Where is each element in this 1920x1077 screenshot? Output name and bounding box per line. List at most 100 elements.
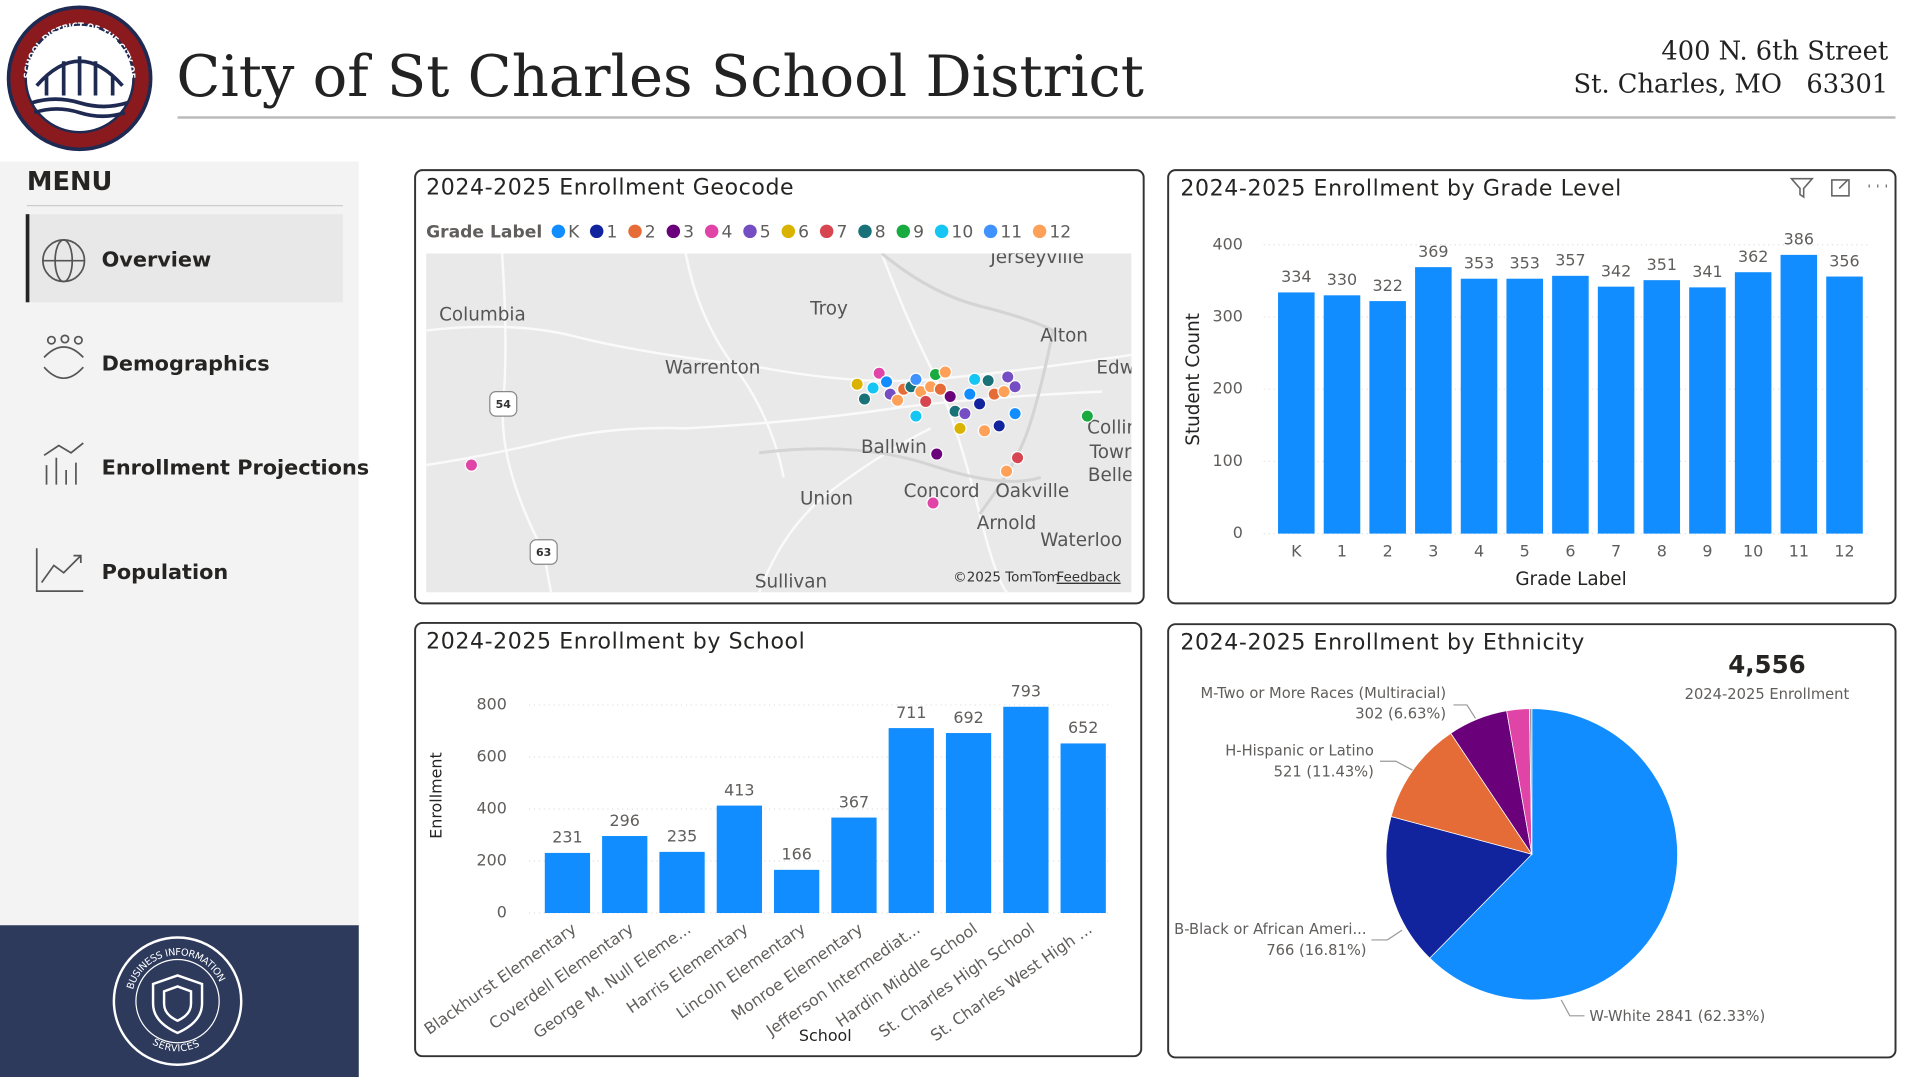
place-label: Union — [800, 488, 853, 509]
place-label: Sullivan — [755, 572, 827, 593]
bar — [1323, 295, 1361, 534]
slice-value: 302 (6.63%) — [1355, 706, 1446, 723]
pie-chart: W-White 2841 (62.33%) B-Black or African A… — [1174, 685, 1765, 1025]
menu-item[interactable]: Demographics — [102, 352, 270, 376]
y-axis-title: Enrollment — [427, 752, 446, 838]
bar — [774, 869, 820, 914]
x-tick-label: K — [1291, 541, 1302, 560]
menu-item[interactable]: Enrollment Projections — [102, 456, 370, 480]
focus-icon[interactable] — [1831, 179, 1850, 197]
x-tick-label: 11 — [1789, 541, 1809, 560]
y-tick-label: 400 — [1212, 234, 1242, 253]
data-label: 231 — [552, 828, 582, 847]
school-dot — [997, 384, 1011, 399]
school-dot — [972, 397, 987, 411]
x-tick-label: 3 — [1428, 541, 1438, 560]
legend-label: 1 — [606, 223, 617, 243]
active-item-bg — [26, 214, 343, 303]
menu-item[interactable]: Population — [102, 560, 229, 584]
legend-label: 9 — [913, 223, 924, 243]
school-dot — [963, 387, 977, 401]
bar — [716, 805, 762, 914]
bar — [1415, 267, 1452, 534]
legend-label: 10 — [951, 223, 973, 243]
y-tick-label: 200 — [477, 850, 507, 869]
bar — [1734, 272, 1772, 534]
school-dot — [1008, 380, 1022, 394]
x-tick-label: 10 — [1743, 541, 1763, 560]
legend-title: Grade Label — [426, 223, 542, 243]
menu-item[interactable]: Overview — [102, 248, 212, 272]
legend-label: 12 — [1049, 223, 1071, 243]
school-dot — [918, 394, 933, 409]
x-tick-label: 8 — [1657, 541, 1667, 560]
bar — [1780, 254, 1818, 534]
legend-dot — [934, 224, 949, 239]
total-caption: 2024-2025 Enrollment — [1685, 686, 1850, 703]
road-shield-label: 63 — [536, 546, 551, 559]
data-label: 793 — [1011, 682, 1041, 701]
legend-label: 8 — [875, 223, 886, 243]
pie-slice — [1385, 816, 1533, 959]
place-label: Warrenton — [665, 357, 761, 378]
bar — [1278, 292, 1315, 534]
data-label: 362 — [1738, 247, 1768, 266]
bar — [1826, 276, 1863, 534]
legend-dot — [551, 224, 566, 239]
school-dot — [909, 372, 923, 387]
data-label: 296 — [610, 811, 640, 830]
x-tick-label: 7 — [1611, 541, 1621, 560]
legend: K 1 2 3 4 5 6 7 8 9 10 11 12 — [551, 223, 1071, 243]
filter-icon[interactable] — [1789, 177, 1814, 199]
school-dot — [992, 419, 1006, 433]
menu-title: MENU — [27, 167, 112, 197]
footer-logo — [135, 958, 220, 1044]
legend-dot — [819, 224, 834, 239]
bar — [1369, 301, 1406, 534]
place-label: Arnold — [977, 513, 1036, 534]
leader-line — [1380, 760, 1415, 772]
y-tick-label: 0 — [497, 903, 507, 922]
sidebar-footer — [0, 925, 359, 1077]
y-tick-label: 0 — [1233, 523, 1243, 542]
sidebar: MENU BUSINESS INFORMATION SERVICES Overv… — [0, 161, 370, 1077]
map-feedback[interactable]: Feedback — [1057, 571, 1121, 586]
place-label: Collir — [1087, 417, 1134, 438]
data-label: 652 — [1068, 718, 1098, 737]
visual-header-icons — [1789, 177, 1887, 199]
place-label: Troy — [809, 299, 848, 320]
school-dot — [872, 366, 886, 381]
school-dot — [1080, 409, 1095, 423]
bar — [1552, 275, 1589, 534]
icon-population — [35, 548, 84, 592]
bar — [544, 852, 591, 914]
data-label: 357 — [1555, 251, 1585, 270]
bar — [659, 851, 705, 914]
data-label: 353 — [1510, 254, 1540, 273]
bar — [1506, 278, 1543, 534]
panel-title: 2024-2025 Enrollment by Grade Level — [1180, 177, 1621, 202]
place-label: Belle — [1088, 465, 1133, 486]
river — [880, 253, 1055, 515]
panel-title: 2024-2025 Enrollment by Ethnicity — [1180, 631, 1584, 656]
bar — [1689, 287, 1726, 534]
school-dot — [857, 392, 872, 406]
address-line: 400 N. 6th Street — [1661, 37, 1888, 67]
bar — [1643, 280, 1681, 534]
panel-title: 2024-2025 Enrollment by School — [426, 630, 805, 655]
data-label: 356 — [1829, 251, 1859, 270]
footer-logo — [112, 936, 243, 1066]
legend-label: K — [568, 223, 580, 243]
school-dot — [866, 381, 880, 395]
place-label: Oakville — [995, 481, 1069, 502]
data-label: 353 — [1464, 254, 1494, 273]
menu-icons — [35, 239, 86, 592]
legend-dot — [743, 224, 757, 239]
slice-label: W-White 2841 (62.33%) — [1589, 1008, 1765, 1025]
icon-people — [60, 334, 70, 344]
slice-name: M-Two or More Races (Multiracial) — [1200, 685, 1446, 702]
legend-label: 3 — [683, 223, 694, 243]
bar — [602, 836, 648, 914]
school-dot — [1010, 450, 1025, 465]
school-dot — [977, 424, 992, 438]
